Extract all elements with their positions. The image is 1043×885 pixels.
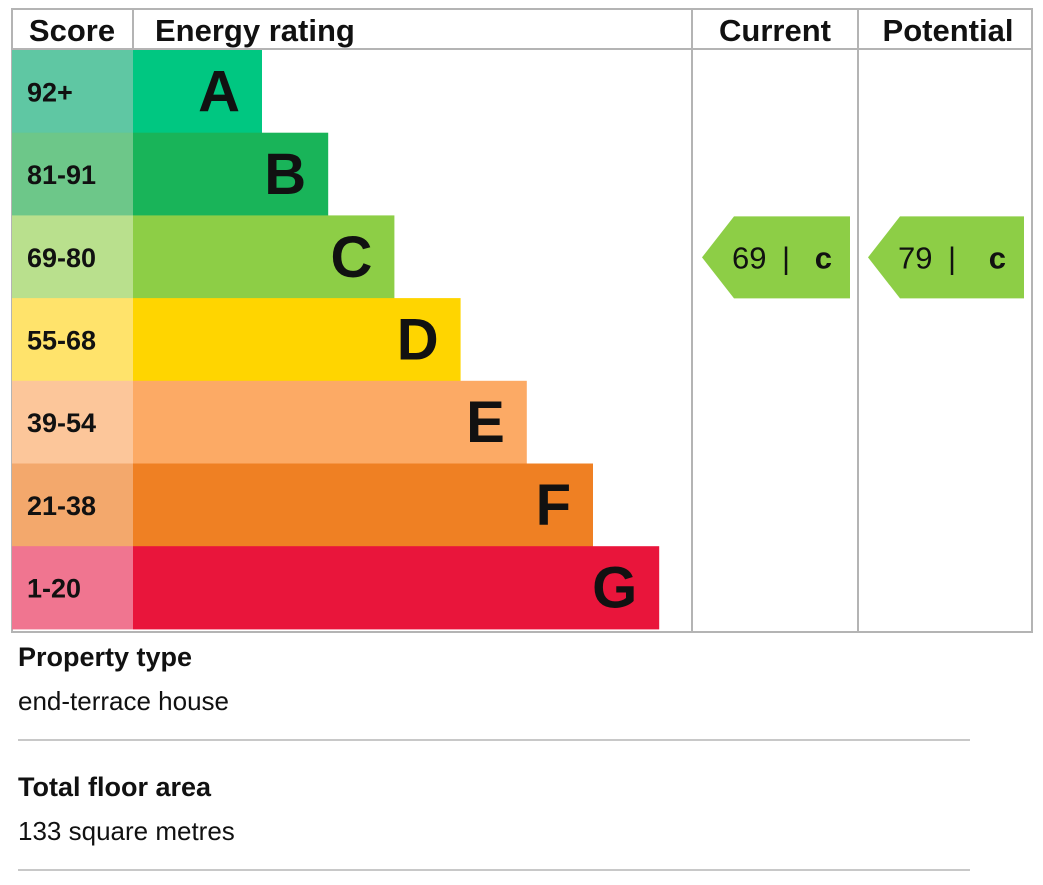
score-range-b: 81-91: [27, 160, 96, 190]
rating-bar-e: [133, 380, 527, 464]
current-rating-separator: |: [782, 240, 790, 275]
potential-rating-separator: |: [948, 240, 956, 275]
score-cell-c: [12, 215, 133, 299]
rating-bands: 92+ A 81-91 B 69-80 C 55-68 D 39-54 E 21-38 F 1-20 G: [12, 50, 660, 630]
score-range-g: 1-20: [27, 574, 81, 604]
rating-bar-c: [133, 215, 395, 299]
score-cell-a: [12, 50, 133, 134]
floor-area-title: Total floor area: [18, 772, 212, 802]
potential-rating-score: 79: [898, 240, 932, 275]
divider: [18, 739, 970, 741]
rating-letter-b: B: [264, 142, 306, 207]
potential-rating-letter: c: [989, 240, 1006, 275]
score-range-f: 21-38: [27, 491, 96, 521]
epc-chart: Score Energy rating Current Potential 92…: [11, 8, 1033, 633]
score-range-d: 55-68: [27, 325, 96, 355]
score-cell-g: [12, 546, 133, 630]
rating-letter-e: E: [466, 390, 505, 455]
score-range-a: 92+: [27, 77, 73, 107]
rating-letter-f: F: [536, 473, 571, 538]
potential-rating-arrow: [868, 216, 1024, 299]
rating-letter-g: G: [592, 556, 637, 621]
current-rating-score: 69: [732, 240, 766, 275]
score-range-c: 69-80: [27, 243, 96, 273]
rating-indicators: 69 | c 79 | c: [702, 216, 1024, 299]
floor-area-value: 133 square metres: [18, 816, 235, 846]
rating-bar-d: [133, 298, 461, 382]
property-type-value: end-terrace house: [18, 686, 230, 716]
floor-area-section: Total floor area 133 square metres: [18, 771, 970, 871]
current-rating-letter: c: [815, 240, 832, 275]
rating-letter-a: A: [198, 59, 240, 124]
divider: [18, 869, 970, 871]
score-cell-f: [12, 463, 133, 547]
score-cell-d: [12, 298, 133, 382]
rating-bar-f: [133, 463, 593, 547]
rating-letter-d: D: [397, 307, 439, 372]
chart-header: Score Energy rating Current Potential: [29, 13, 1014, 48]
property-type-section: Property type end-terrace house: [18, 641, 970, 741]
potential-header: Potential: [883, 13, 1014, 48]
energy-rating-header: Energy rating: [155, 13, 355, 48]
rating-bar-g: [133, 546, 660, 630]
property-type-title: Property type: [18, 642, 193, 672]
rating-bar-b: [133, 132, 329, 216]
score-cell-e: [12, 380, 133, 464]
score-range-e: 39-54: [27, 408, 96, 438]
score-header: Score: [29, 13, 115, 48]
rating-letter-c: C: [331, 225, 373, 290]
current-rating-arrow: [702, 216, 850, 299]
rating-bar-a: [133, 50, 262, 134]
score-cell-b: [12, 132, 133, 216]
current-header: Current: [719, 13, 831, 48]
